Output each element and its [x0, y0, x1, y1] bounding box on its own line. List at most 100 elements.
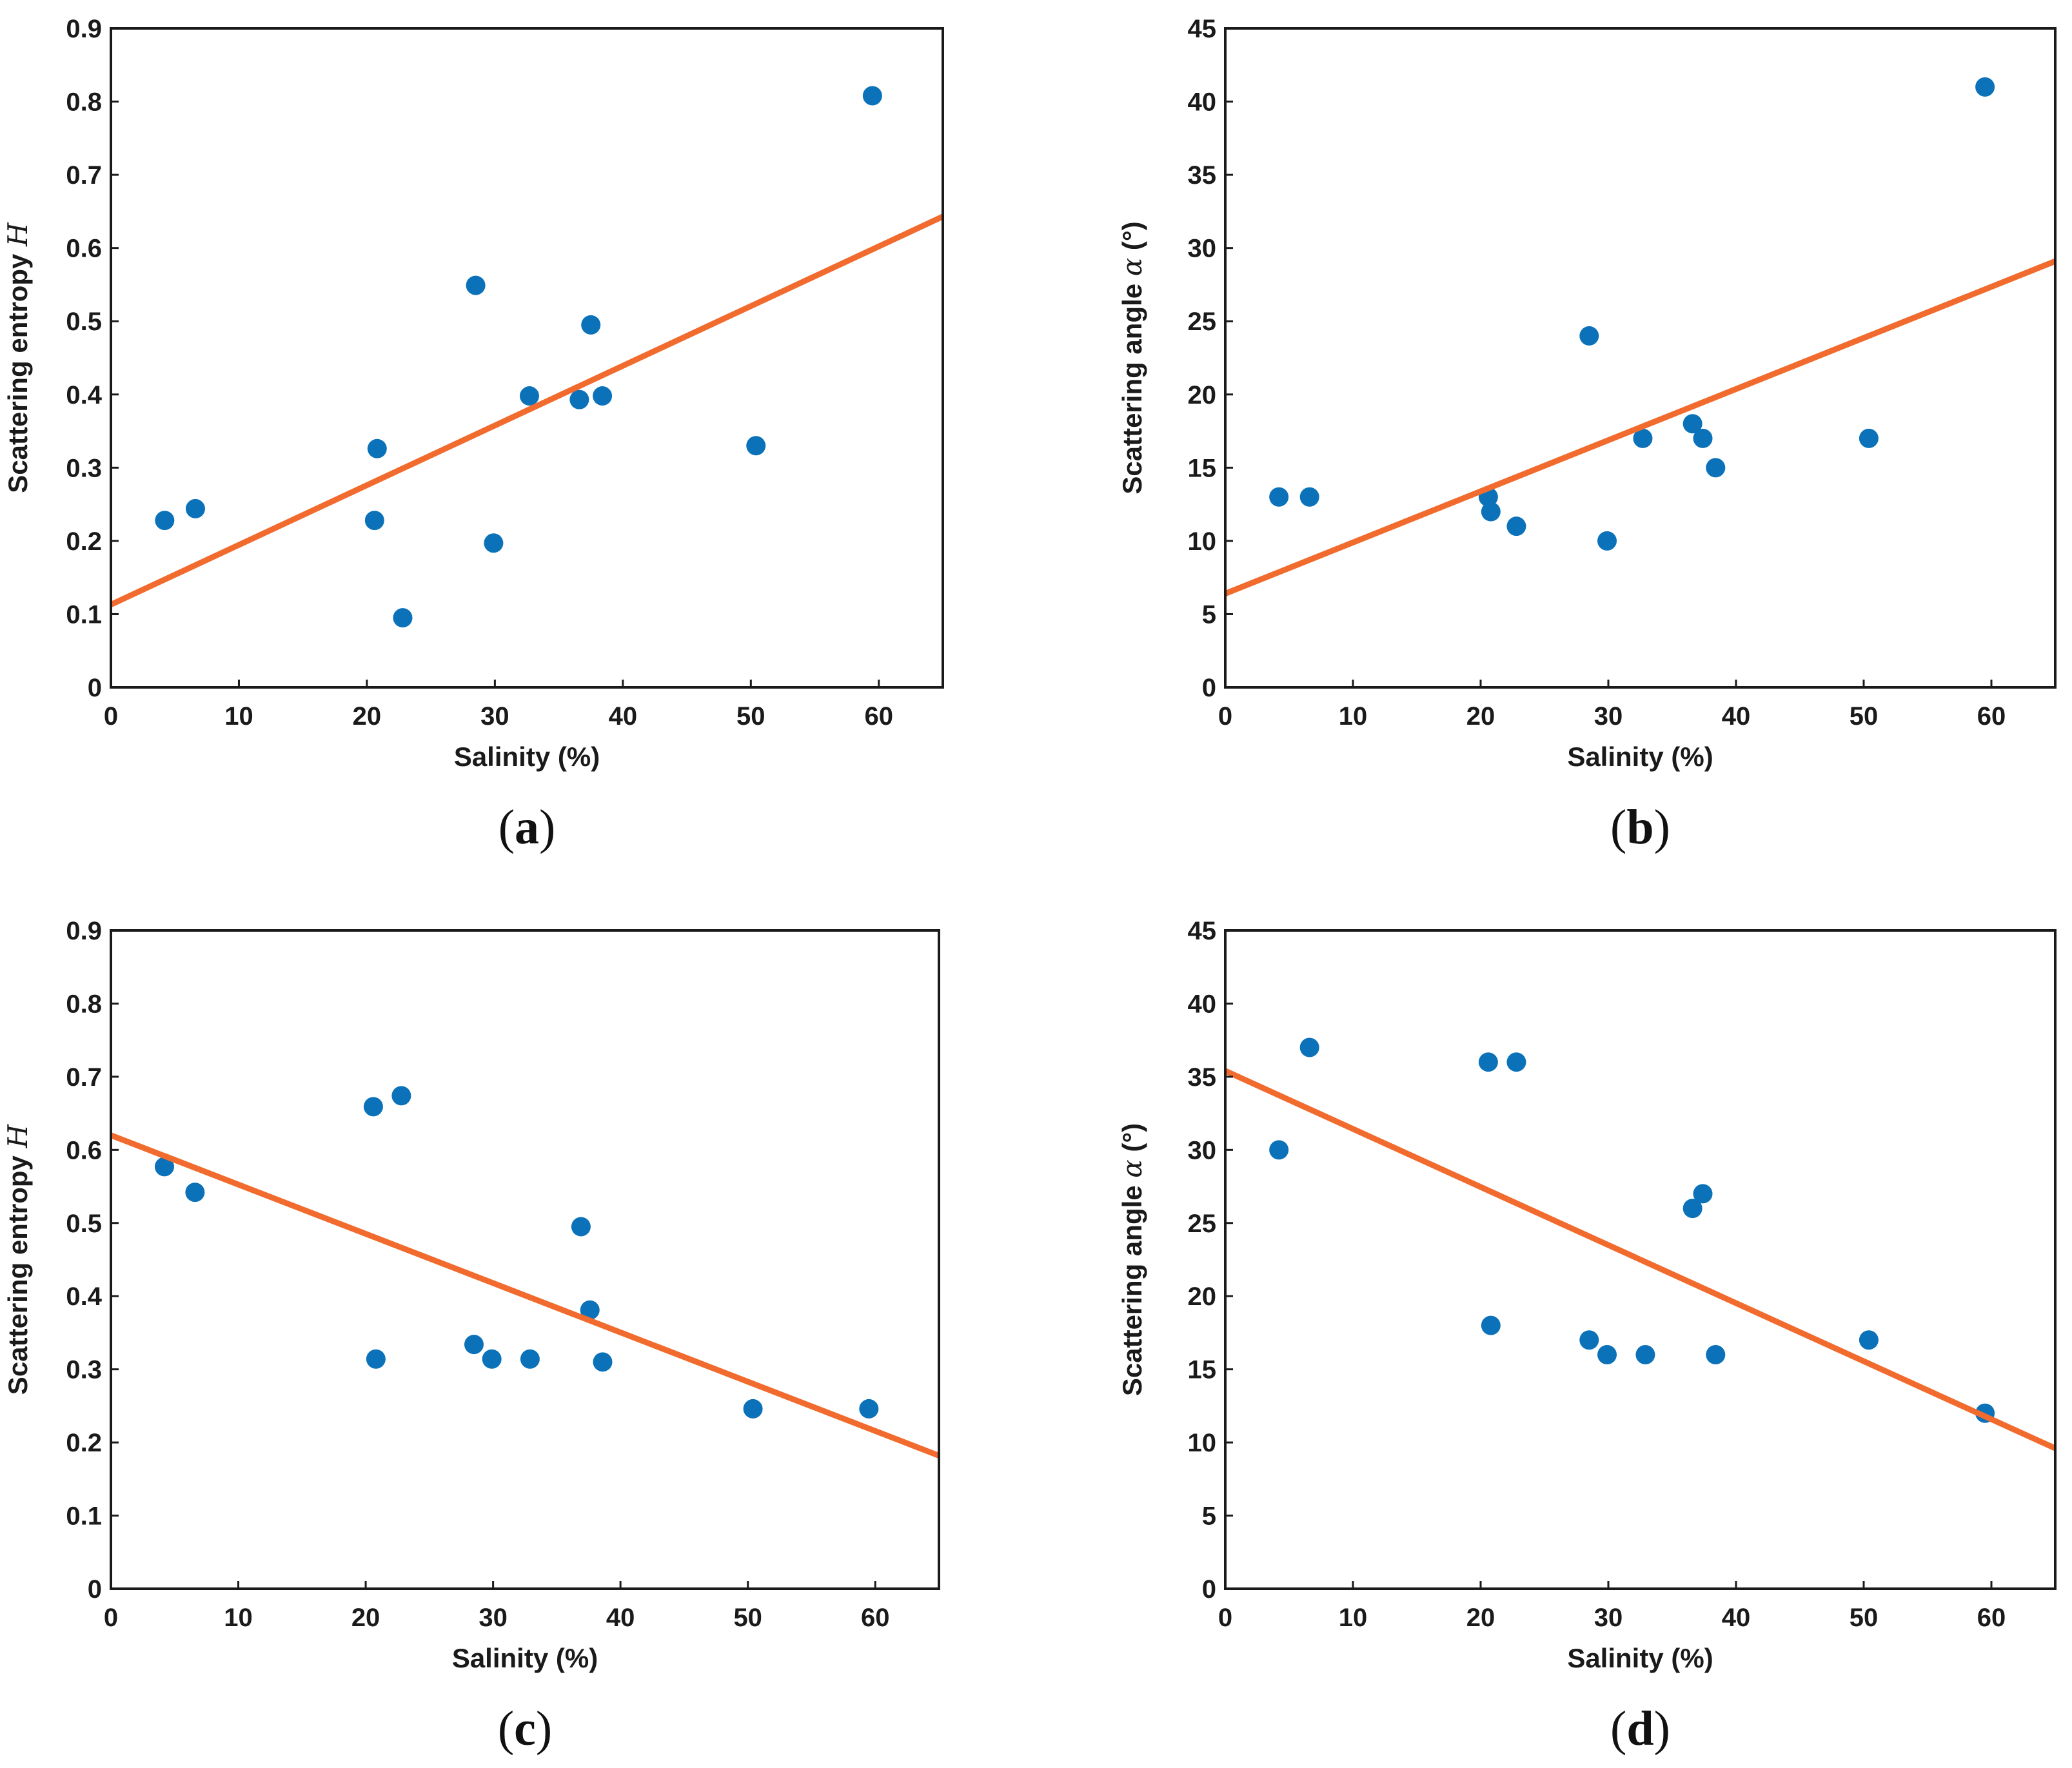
panel-b: 0 10 20 30 40 50 60 0 5 10 15 20 25 30 35 40 45 Salinity …: [1116, 15, 2057, 854]
panel-caption-c: (c): [498, 1702, 552, 1756]
data-point-c-12: [743, 1399, 763, 1419]
x-axis-label-d: Salinity (%): [1567, 1643, 1713, 1673]
y-tick-label-0.3: 0.3: [66, 1356, 102, 1384]
panel-caption-a: (a): [498, 800, 556, 854]
data-point-a-11: [593, 386, 613, 406]
y-axis-label-text: Scattering entropy: [3, 246, 33, 493]
data-point-d-7: [1597, 1344, 1617, 1364]
data-point-b-13: [1975, 77, 1995, 97]
x-tick-label-30: 30: [1594, 702, 1623, 731]
x-axis-label-b: Salinity (%): [1567, 742, 1713, 772]
y-axis-label-a: Scattering entropy H: [2, 222, 34, 493]
y-tick-label-0.5: 0.5: [66, 308, 102, 336]
data-point-b-4: [1481, 502, 1501, 522]
data-point-c-1: [154, 1157, 174, 1177]
y-tick-label-40: 40: [1188, 990, 1217, 1018]
data-point-b-9: [1682, 414, 1702, 434]
data-point-b-11: [1706, 458, 1726, 478]
x-tick-label-40: 40: [1722, 702, 1751, 731]
y-tick-label-5: 5: [1202, 600, 1216, 629]
data-point-a-3: [364, 511, 384, 531]
data-point-d-11: [1706, 1344, 1726, 1364]
fit-line-b: [1225, 258, 2055, 596]
y-tick-label-0.1: 0.1: [66, 600, 102, 629]
x-tick-label-0: 0: [1218, 702, 1232, 731]
y-tick-label-0.2: 0.2: [66, 527, 102, 556]
y-tick-label-0.9: 0.9: [66, 917, 102, 945]
x-tick-label-60: 60: [1977, 1604, 2006, 1632]
y-axis-label-c: Scattering entropy H: [2, 1123, 34, 1395]
data-point-c-4: [366, 1349, 386, 1369]
data-point-b-2: [1299, 487, 1319, 507]
y-tick-label-0.1: 0.1: [66, 1502, 102, 1531]
y-tick-label-0: 0: [1202, 674, 1216, 702]
y-tick-label-0.5: 0.5: [66, 1210, 102, 1238]
x-tick-label-50: 50: [733, 1604, 762, 1632]
y-tick-label-0.7: 0.7: [66, 161, 102, 190]
y-tick-label-0.4: 0.4: [66, 1282, 102, 1311]
panel-caption-d: (d): [1610, 1702, 1670, 1756]
data-point-a-1: [155, 511, 175, 531]
x-tick-label-40: 40: [606, 1604, 635, 1632]
y-axis-label-symbol: H: [2, 222, 34, 247]
data-point-a-2: [185, 498, 205, 518]
y-axis-label-text: Scattering angle: [1117, 1178, 1147, 1396]
data-point-b-12: [1859, 428, 1879, 448]
x-tick-label-30: 30: [480, 702, 509, 731]
y-tick-label-10: 10: [1188, 1429, 1217, 1457]
y-tick-label-0.2: 0.2: [66, 1429, 102, 1457]
x-tick-label-20: 20: [353, 702, 382, 731]
y-tick-label-0: 0: [88, 674, 102, 702]
x-axis-label-c: Salinity (%): [452, 1643, 598, 1673]
data-point-b-8: [1633, 428, 1653, 448]
y-tick-label-35: 35: [1188, 1063, 1217, 1092]
y-tick-label-15: 15: [1188, 454, 1217, 482]
x-tick-label-10: 10: [1339, 702, 1368, 731]
y-tick-label-0.8: 0.8: [66, 88, 102, 117]
data-point-c-11: [593, 1352, 613, 1372]
y-tick-label-0.3: 0.3: [66, 454, 102, 482]
y-tick-label-45: 45: [1188, 15, 1217, 43]
data-point-c-6: [464, 1335, 484, 1355]
y-axis-label-symbol: H: [2, 1123, 34, 1148]
data-point-d-6: [1579, 1330, 1599, 1350]
fit-line-d: [1225, 1068, 2055, 1451]
data-point-d-12: [1859, 1330, 1879, 1350]
data-point-a-7: [484, 533, 504, 553]
fit-line-a: [111, 213, 943, 607]
plot-frame-d: [1224, 929, 2057, 1590]
data-point-d-9: [1682, 1199, 1702, 1219]
y-axis-label-symbol: α: [1116, 1159, 1148, 1177]
data-point-d-3: [1478, 1052, 1498, 1072]
data-point-c-9: [571, 1217, 591, 1237]
y-tick-label-35: 35: [1188, 161, 1217, 190]
y-tick-label-0: 0: [88, 1575, 102, 1604]
x-axis-label-a: Salinity (%): [454, 742, 600, 772]
y-tick-label-15: 15: [1188, 1356, 1217, 1384]
y-tick-label-0.8: 0.8: [66, 990, 102, 1018]
plot-frame-c: [110, 929, 940, 1590]
data-point-c-10: [580, 1300, 600, 1320]
x-tick-label-50: 50: [1850, 702, 1879, 731]
x-tick-label-30: 30: [1594, 1604, 1623, 1632]
data-point-c-3: [363, 1097, 383, 1117]
data-point-a-9: [569, 389, 589, 409]
y-tick-label-0: 0: [1202, 1575, 1216, 1604]
y-tick-label-0.6: 0.6: [66, 1136, 102, 1164]
data-point-a-6: [466, 275, 486, 295]
x-tick-label-10: 10: [1339, 1604, 1368, 1632]
data-point-d-10: [1693, 1184, 1713, 1204]
x-tick-label-60: 60: [865, 702, 894, 731]
x-tick-label-10: 10: [224, 1604, 253, 1632]
data-point-d-2: [1299, 1037, 1319, 1057]
y-axis-label-unit: (°): [1117, 221, 1147, 257]
x-tick-label-40: 40: [1722, 1604, 1751, 1632]
data-point-a-4: [367, 438, 387, 458]
y-tick-label-25: 25: [1188, 1210, 1217, 1238]
data-point-d-5: [1506, 1052, 1526, 1072]
panel-c: 0 10 20 30 40 50 60 0 0.1 0.2 0.3 0.4 0.5 0.6 0.7 0.8 0.…: [2, 917, 940, 1756]
y-tick-label-40: 40: [1188, 88, 1217, 117]
data-point-c-5: [391, 1086, 411, 1106]
x-tick-label-0: 0: [1218, 1604, 1232, 1632]
